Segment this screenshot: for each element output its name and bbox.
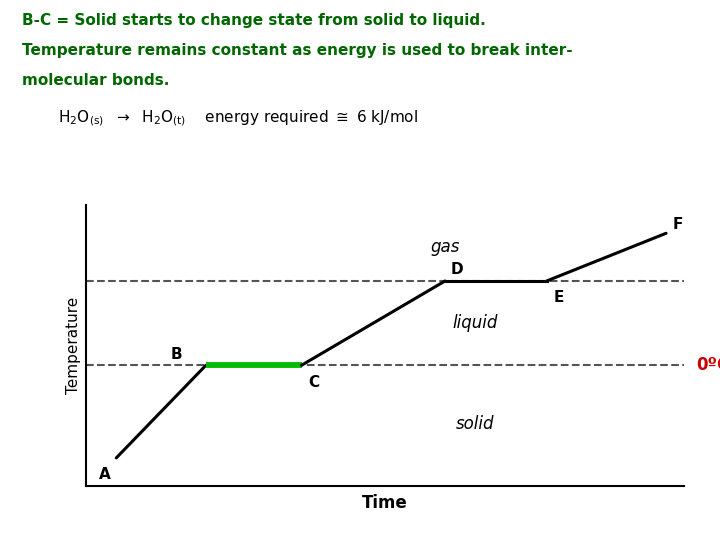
Text: C: C (308, 375, 319, 389)
Text: molecular bonds.: molecular bonds. (22, 73, 169, 88)
Text: gas: gas (431, 238, 459, 256)
Text: B: B (170, 347, 182, 361)
Text: A: A (99, 467, 110, 482)
Text: F: F (672, 218, 683, 232)
Text: liquid: liquid (452, 314, 498, 332)
Text: B-C = Solid starts to change state from solid to liquid.: B-C = Solid starts to change state from … (22, 14, 485, 29)
X-axis label: Time: Time (362, 494, 408, 512)
Text: Temperature remains constant as energy is used to break inter-: Temperature remains constant as energy i… (22, 43, 572, 58)
Text: solid: solid (456, 415, 494, 433)
Text: D: D (451, 262, 463, 277)
Text: 0ºC: 0ºC (696, 356, 720, 374)
Text: E: E (553, 291, 564, 305)
Y-axis label: Temperature: Temperature (66, 297, 81, 394)
Text: H$_2$O$_{\mathregular{(s)}}$  $\rightarrow$  H$_2$O$_{\mathregular{(t)}}$    ene: H$_2$O$_{\mathregular{(s)}}$ $\rightarro… (58, 108, 418, 127)
